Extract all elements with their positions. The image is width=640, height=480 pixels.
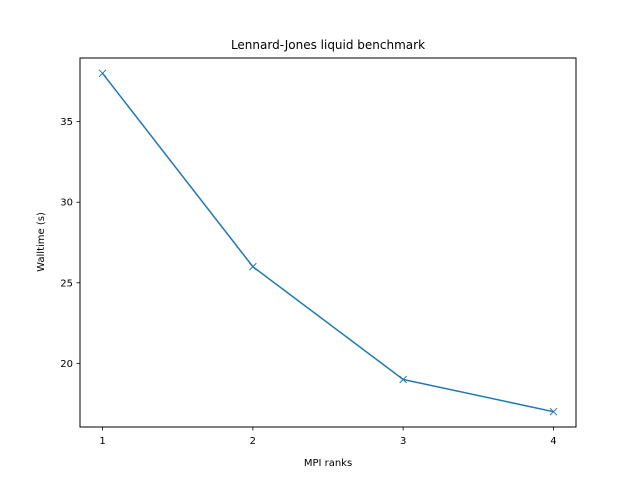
x-marker-icon [98, 69, 107, 78]
plot-area [79, 57, 577, 428]
y-tick-label: 20 [60, 359, 73, 370]
y-tick-label: 35 [60, 117, 73, 128]
x-tick-label: 1 [99, 436, 105, 447]
x-tick-label: 4 [550, 436, 556, 447]
y-axis-label: Walltime (s) [36, 212, 47, 272]
y-tick-label: 30 [60, 198, 73, 209]
chart-title: Lennard-Jones liquid benchmark [231, 38, 425, 52]
x-tick-label: 3 [400, 436, 406, 447]
x-marker-icon [549, 407, 558, 416]
y-tick-label: 25 [60, 278, 73, 289]
y-axis-ticks: 20 25 30 35 [60, 117, 80, 370]
x-marker-icon [399, 375, 408, 384]
series-line [101, 72, 554, 413]
x-tick-label: 2 [250, 436, 256, 447]
x-marker-icon [248, 262, 257, 271]
data-series [98, 69, 558, 416]
x-axis-label: MPI ranks [304, 458, 352, 469]
x-axis-ticks: 1 2 3 4 [99, 427, 557, 447]
